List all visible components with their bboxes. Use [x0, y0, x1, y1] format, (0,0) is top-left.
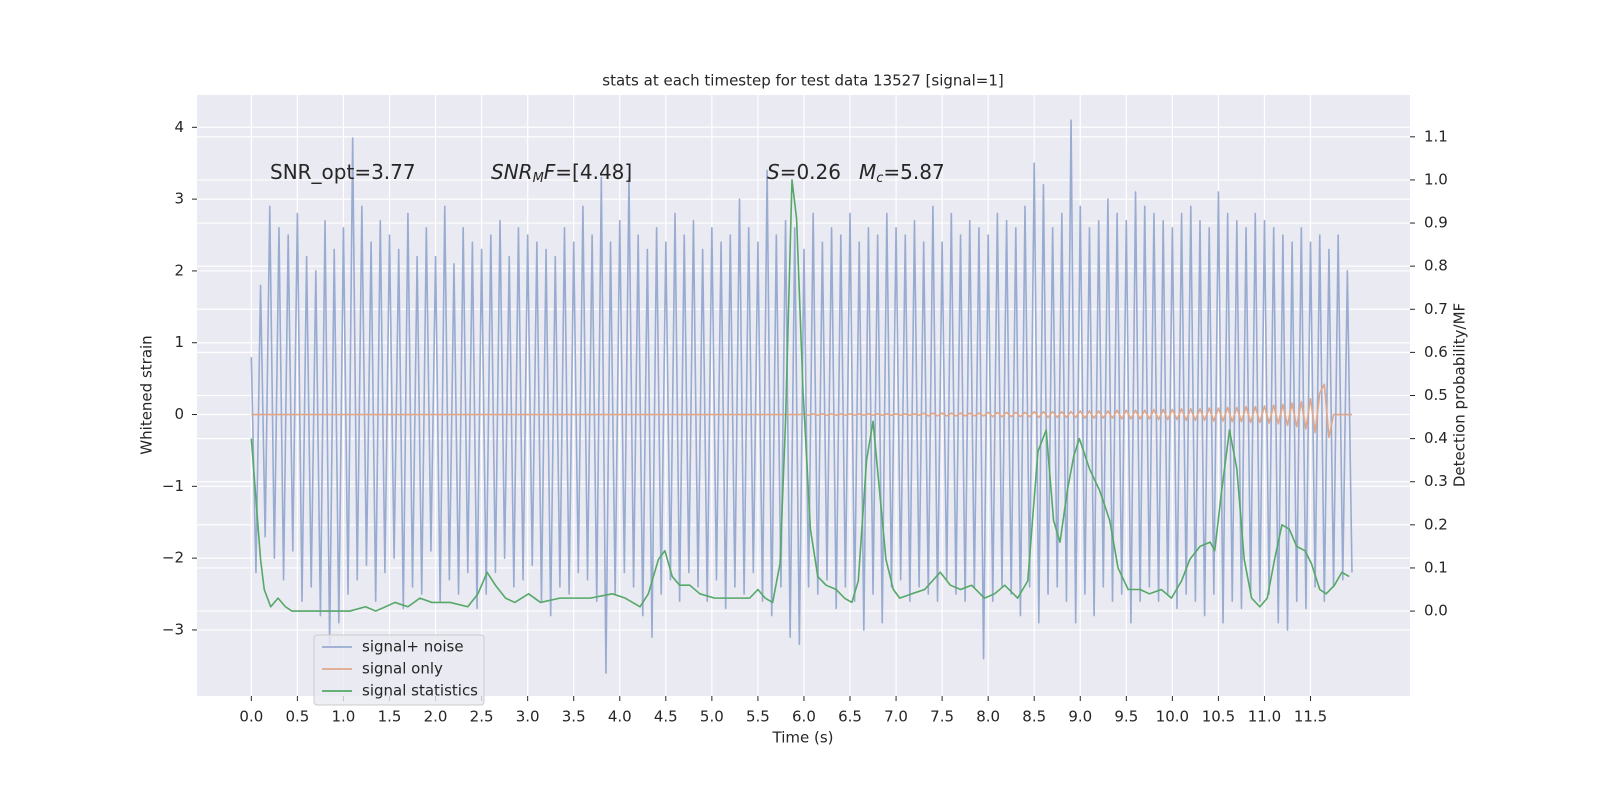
legend-label: signal only — [362, 660, 443, 678]
chart-title: stats at each timestep for test data 135… — [602, 72, 1003, 90]
legend-label: signal statistics — [362, 682, 478, 700]
annotation: SNR_opt=3.77 — [270, 160, 416, 184]
y2-tick-label: 0.8 — [1424, 257, 1448, 275]
x-tick-label: 7.5 — [930, 708, 954, 726]
x-tick-label: 9.5 — [1114, 708, 1138, 726]
annotation-part: =[4.48] — [555, 160, 632, 184]
x-tick-label: 3.5 — [562, 708, 586, 726]
series-line — [250, 179, 1350, 612]
x-tick-label: 10.5 — [1202, 708, 1235, 726]
x-tick-label: 3.0 — [516, 708, 540, 726]
annotation: SNRMF=[4.48] — [491, 160, 632, 186]
x-tick-label: 8.5 — [1022, 708, 1046, 726]
x-tick-label: 5.0 — [700, 708, 724, 726]
annotation-part: M — [859, 160, 876, 184]
x-tick-label: 6.0 — [792, 708, 816, 726]
y-tick-label: −1 — [162, 477, 184, 495]
y-tick-label: −2 — [162, 549, 184, 567]
x-tick-label: 2.5 — [470, 708, 494, 726]
x-tick-label: 9.0 — [1068, 708, 1092, 726]
x-tick-label: 6.5 — [838, 708, 862, 726]
x-tick-label: 1.0 — [332, 708, 356, 726]
x-tick-label: 10.0 — [1156, 708, 1189, 726]
y2-tick-label: 0.1 — [1424, 558, 1448, 576]
x-tick-label: 1.5 — [378, 708, 402, 726]
y2-tick-label: 0.9 — [1424, 214, 1448, 232]
x-tick-label: 8.0 — [976, 708, 1000, 726]
series-line — [251, 383, 1352, 439]
y-tick-label: 4 — [174, 118, 184, 136]
x-tick-label: 2.0 — [424, 708, 448, 726]
y2-axis-label: Detection probability/MF — [1451, 303, 1469, 487]
y2-tick-label: 1.0 — [1424, 170, 1448, 188]
y-axis-label: Whitened strain — [138, 335, 156, 454]
y-tick-label: 2 — [174, 261, 184, 279]
annotation-part: c — [876, 171, 883, 186]
y2-tick-label: 0.4 — [1424, 429, 1448, 447]
x-tick-label: 11.5 — [1294, 708, 1327, 726]
x-axis-label: Time (s) — [772, 729, 834, 747]
x-tick-label: 5.5 — [746, 708, 770, 726]
y2-tick-label: 0.3 — [1424, 472, 1448, 490]
x-tick-label: 11.0 — [1248, 708, 1281, 726]
annotation-part: F — [544, 160, 556, 184]
y2-tick-label: 0.5 — [1424, 386, 1448, 404]
y2-tick-label: 0.0 — [1424, 602, 1448, 620]
annotation-part: =0.26 — [780, 160, 841, 184]
annotation-part: SNR — [491, 160, 533, 184]
y2-tick-label: 1.1 — [1424, 127, 1448, 145]
y-tick-label: 3 — [174, 190, 184, 208]
y-tick-label: 1 — [174, 333, 184, 351]
x-tick-label: 4.5 — [654, 708, 678, 726]
y2-tick-label: 0.6 — [1424, 343, 1448, 361]
x-tick-label: 7.0 — [884, 708, 908, 726]
y-tick-label: 0 — [174, 405, 184, 423]
y-tick-label: −3 — [162, 620, 184, 638]
annotation: Mc=5.87 — [859, 160, 945, 186]
x-tick-label: 4.0 — [608, 708, 632, 726]
annotation-part: S — [767, 160, 780, 184]
annotation-part: SNR_opt=3.77 — [270, 160, 416, 184]
legend-box — [313, 634, 485, 706]
y2-tick-label: 0.2 — [1424, 515, 1448, 533]
x-tick-label: 0.0 — [239, 708, 263, 726]
x-tick-label: 0.5 — [285, 708, 309, 726]
annotation-part: =5.87 — [883, 160, 944, 184]
y2-tick-label: 0.7 — [1424, 300, 1448, 318]
series-line — [250, 119, 1353, 674]
annotation: S=0.26 — [767, 160, 841, 184]
annotation-part: M — [533, 171, 544, 186]
legend-label: signal+ noise — [362, 638, 464, 656]
